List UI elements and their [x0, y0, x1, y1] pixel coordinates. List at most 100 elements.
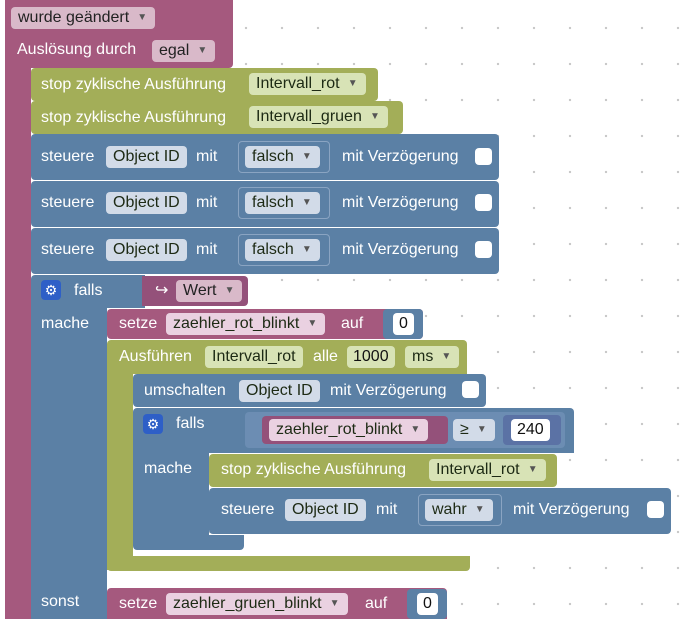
control-label: steuere — [41, 148, 95, 165]
value-socket — [238, 234, 330, 266]
value-label: Wert — [183, 282, 217, 299]
interval-dropdown[interactable]: Intervall_gruen ▼ — [249, 106, 388, 128]
inner-if-spine — [133, 453, 209, 538]
chevron-down-icon: ▼ — [410, 424, 421, 435]
interval-label: Intervall_rot — [256, 75, 340, 92]
execute-block-footer — [107, 556, 470, 571]
interval-dropdown[interactable]: Intervall_rot ▼ — [429, 459, 546, 481]
object-id-label: Object ID — [113, 194, 180, 211]
chevron-down-icon: ▼ — [301, 197, 312, 208]
delay-label: mit Verzögerung — [330, 382, 447, 399]
toggle-label: umschalten — [144, 382, 226, 399]
delay-label: mit Verzögerung — [342, 194, 459, 211]
return-arrow-icon: ↪ — [155, 282, 169, 299]
delay-label: mit Verzögerung — [342, 148, 459, 165]
number-field[interactable]: 0 — [393, 313, 414, 335]
chevron-down-icon: ▼ — [307, 318, 318, 329]
delay-label: mit Verzögerung — [342, 241, 459, 258]
event-dropdown[interactable]: wurde geändert ▼ — [11, 7, 156, 29]
delay-label: mit Verzögerung — [513, 501, 630, 518]
with-label: mit — [376, 501, 398, 518]
object-id-field[interactable]: Object ID — [106, 192, 187, 214]
chevron-down-icon: ▼ — [369, 111, 380, 122]
every-label: alle — [313, 348, 338, 365]
variable-dropdown[interactable]: zaehler_gruen_blinkt ▼ — [166, 593, 348, 615]
chevron-down-icon: ▼ — [301, 151, 312, 162]
boolean-value: falsch — [252, 194, 294, 211]
object-id-label: Object ID — [113, 241, 180, 258]
value-socket — [238, 141, 330, 173]
unit-label: ms — [412, 348, 434, 365]
chevron-down-icon: ▼ — [224, 285, 235, 296]
chevron-down-icon: ▼ — [441, 351, 452, 362]
if-label: falls — [176, 415, 205, 432]
stop-label: stop zyklische Ausführung — [41, 76, 226, 93]
stop-label: stop zyklische Ausführung — [221, 461, 406, 478]
value-dropdown[interactable]: Wert ▼ — [176, 280, 243, 302]
variable-dropdown[interactable]: zaehler_rot_blinkt ▼ — [269, 419, 429, 441]
boolean-dropdown[interactable]: falsch ▼ — [245, 146, 320, 168]
chevron-down-icon: ▼ — [527, 464, 538, 475]
object-id-field[interactable]: Object ID — [285, 499, 366, 521]
chevron-down-icon: ▼ — [197, 45, 208, 56]
interval-label: Intervall_rot — [436, 461, 520, 478]
delay-checkbox[interactable] — [647, 501, 664, 518]
delay-checkbox[interactable] — [475, 194, 492, 211]
inner-if-footer — [133, 535, 244, 550]
boolean-dropdown[interactable]: wahr ▼ — [425, 499, 493, 521]
chevron-down-icon: ▼ — [476, 424, 487, 435]
boolean-dropdown[interactable]: falsch ▼ — [245, 192, 320, 214]
interval-dropdown[interactable]: Intervall_rot — [205, 346, 303, 368]
else-label: sonst — [41, 593, 80, 610]
operator-dropdown[interactable]: ≥ ▼ — [453, 419, 495, 441]
chevron-down-icon: ▼ — [137, 12, 148, 23]
object-id-field[interactable]: Object ID — [239, 380, 320, 402]
with-label: mit — [196, 194, 218, 211]
gear-icon[interactable]: ⚙ — [143, 414, 163, 434]
if-label: falls — [74, 282, 103, 299]
if-block-spine — [31, 308, 107, 619]
number-field[interactable]: 0 — [417, 593, 438, 615]
chevron-down-icon: ▼ — [301, 244, 312, 255]
set-label: setze — [119, 315, 158, 332]
chevron-down-icon: ▼ — [474, 504, 485, 515]
object-id-label: Object ID — [246, 382, 313, 399]
variable-label: zaehler_rot_blinkt — [173, 315, 300, 332]
delay-checkbox[interactable] — [475, 241, 492, 258]
chevron-down-icon: ▼ — [347, 78, 358, 89]
event-dropdown-label: wurde geändert — [18, 9, 130, 26]
variable-label: zaehler_gruen_blinkt — [173, 595, 322, 612]
interval-dropdown[interactable]: Intervall_rot ▼ — [249, 73, 366, 95]
set-label: setze — [119, 595, 158, 612]
unit-dropdown[interactable]: ms ▼ — [405, 346, 460, 368]
with-label: mit — [196, 241, 218, 258]
stop-label: stop zyklische Ausführung — [41, 109, 226, 126]
trigger-dropdown[interactable]: egal ▼ — [152, 40, 216, 62]
trigger-label: Auslösung durch — [17, 41, 137, 58]
boolean-value: falsch — [252, 148, 294, 165]
control-label: steuere — [221, 501, 275, 518]
variable-dropdown[interactable]: zaehler_rot_blinkt ▼ — [166, 313, 326, 335]
gear-icon[interactable]: ⚙ — [41, 280, 61, 300]
event-block-spine — [5, 60, 31, 619]
object-id-label: Object ID — [292, 501, 359, 518]
control-label: steuere — [41, 194, 95, 211]
boolean-dropdown[interactable]: falsch ▼ — [245, 239, 320, 261]
interval-label: Intervall_rot — [212, 348, 296, 365]
compare-value-field[interactable]: 240 — [511, 419, 550, 441]
chevron-down-icon: ▼ — [329, 598, 340, 609]
trigger-dropdown-label: egal — [159, 42, 190, 59]
delay-checkbox[interactable] — [475, 148, 492, 165]
with-label: mit — [196, 148, 218, 165]
execute-label: Ausführen — [119, 348, 192, 365]
operator-label: ≥ — [460, 421, 469, 438]
boolean-value: wahr — [432, 501, 467, 518]
object-id-field[interactable]: Object ID — [106, 146, 187, 168]
object-id-field[interactable]: Object ID — [106, 239, 187, 261]
execute-block-spine — [107, 374, 133, 570]
value-socket — [418, 494, 502, 526]
control-label: steuere — [41, 241, 95, 258]
interval-time-field[interactable]: 1000 — [347, 346, 395, 368]
delay-checkbox[interactable] — [462, 381, 479, 398]
to-label: auf — [365, 595, 388, 612]
